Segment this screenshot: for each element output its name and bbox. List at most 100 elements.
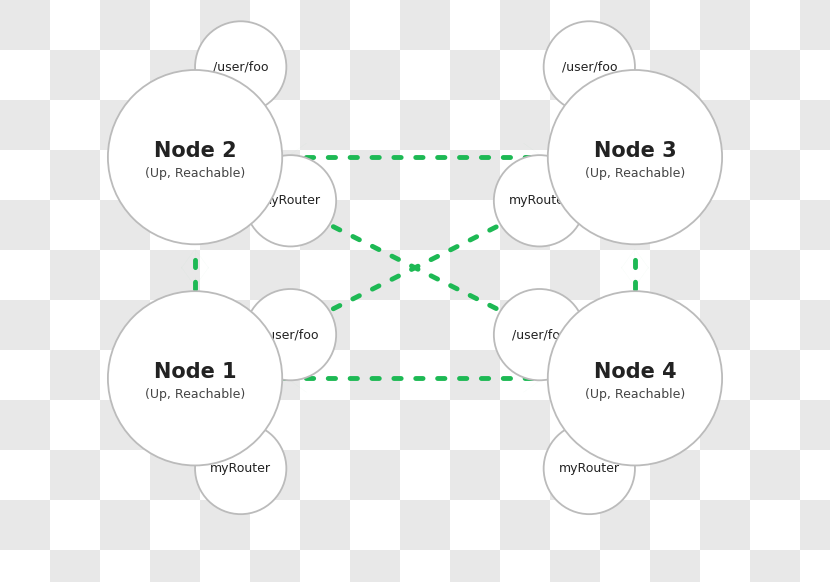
Bar xyxy=(650,350,700,400)
Bar xyxy=(450,300,500,350)
Bar xyxy=(150,150,200,200)
Bar xyxy=(700,100,750,150)
Circle shape xyxy=(494,289,585,380)
Bar xyxy=(0,150,50,200)
Bar xyxy=(0,0,50,50)
Circle shape xyxy=(544,423,635,514)
Bar xyxy=(550,450,600,500)
Bar xyxy=(400,550,450,582)
Bar xyxy=(250,350,300,400)
Bar xyxy=(600,250,650,300)
Bar xyxy=(350,150,400,200)
Bar xyxy=(150,500,200,550)
Bar xyxy=(200,450,250,500)
Bar xyxy=(0,400,50,450)
Bar xyxy=(150,0,200,50)
Circle shape xyxy=(245,289,336,380)
Bar xyxy=(500,450,550,500)
Bar xyxy=(800,400,830,450)
Text: Node 2: Node 2 xyxy=(154,141,237,161)
Bar xyxy=(700,450,750,500)
Bar xyxy=(550,250,600,300)
Bar xyxy=(550,0,600,50)
Bar xyxy=(150,200,200,250)
Bar xyxy=(200,400,250,450)
Bar xyxy=(800,250,830,300)
Bar xyxy=(600,50,650,100)
Circle shape xyxy=(195,423,286,514)
Bar xyxy=(400,200,450,250)
Bar xyxy=(200,300,250,350)
Bar xyxy=(800,200,830,250)
Bar xyxy=(600,500,650,550)
Text: Node 4: Node 4 xyxy=(593,363,676,382)
Bar xyxy=(400,500,450,550)
Bar xyxy=(550,350,600,400)
Bar xyxy=(150,50,200,100)
Bar xyxy=(600,100,650,150)
Bar xyxy=(500,250,550,300)
Bar xyxy=(450,150,500,200)
Bar xyxy=(600,450,650,500)
Circle shape xyxy=(108,70,282,244)
Bar xyxy=(50,250,100,300)
Bar xyxy=(500,100,550,150)
Bar xyxy=(250,100,300,150)
Text: myRouter: myRouter xyxy=(210,462,271,475)
Bar xyxy=(250,300,300,350)
Bar xyxy=(600,300,650,350)
Bar xyxy=(650,250,700,300)
Text: /user/foo: /user/foo xyxy=(512,328,567,341)
Bar xyxy=(750,350,800,400)
Bar xyxy=(400,250,450,300)
Bar xyxy=(450,0,500,50)
Bar xyxy=(500,400,550,450)
Bar xyxy=(550,100,600,150)
Bar xyxy=(100,550,150,582)
Bar xyxy=(500,500,550,550)
Bar xyxy=(100,300,150,350)
Bar xyxy=(500,550,550,582)
Bar xyxy=(350,500,400,550)
Bar xyxy=(500,150,550,200)
Bar xyxy=(250,250,300,300)
Bar xyxy=(300,550,350,582)
Bar xyxy=(100,150,150,200)
Bar xyxy=(350,0,400,50)
Text: myRouter: myRouter xyxy=(509,194,570,207)
Bar xyxy=(800,550,830,582)
Bar xyxy=(50,0,100,50)
Bar xyxy=(300,50,350,100)
Bar xyxy=(100,50,150,100)
Bar xyxy=(100,400,150,450)
Bar xyxy=(100,500,150,550)
Bar xyxy=(700,50,750,100)
Bar xyxy=(450,550,500,582)
Bar xyxy=(700,550,750,582)
Bar xyxy=(550,150,600,200)
Bar xyxy=(750,400,800,450)
Bar xyxy=(200,500,250,550)
Bar xyxy=(0,500,50,550)
Bar xyxy=(250,550,300,582)
Circle shape xyxy=(544,22,635,112)
Bar xyxy=(800,0,830,50)
Bar xyxy=(100,100,150,150)
Bar xyxy=(450,200,500,250)
Bar xyxy=(450,250,500,300)
Bar xyxy=(400,300,450,350)
Bar xyxy=(0,450,50,500)
Circle shape xyxy=(548,70,722,244)
Bar xyxy=(50,150,100,200)
Bar xyxy=(250,0,300,50)
Bar xyxy=(200,200,250,250)
Bar xyxy=(50,200,100,250)
Bar xyxy=(200,250,250,300)
Text: Node 3: Node 3 xyxy=(593,141,676,161)
Bar xyxy=(400,150,450,200)
Bar xyxy=(50,450,100,500)
Bar xyxy=(100,350,150,400)
Bar xyxy=(0,200,50,250)
Circle shape xyxy=(195,22,286,112)
Bar xyxy=(800,500,830,550)
